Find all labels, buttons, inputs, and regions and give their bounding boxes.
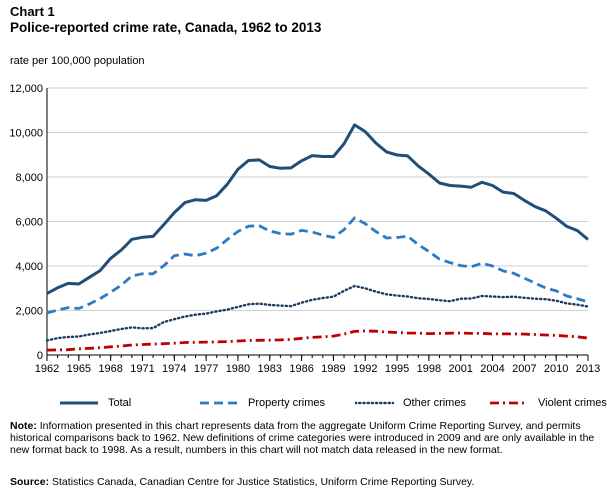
- grid-lines: [47, 87, 588, 311]
- x-tick-label: 1962: [35, 363, 59, 375]
- x-tick-label: 1995: [385, 363, 409, 375]
- x-tick-label: 1971: [130, 363, 154, 375]
- x-tick-label: 1974: [162, 363, 186, 375]
- y-tick-labels: 0 2,000 4,000 6,000 8,000 10,000 12,000: [9, 83, 43, 362]
- chart-note: Note: Information presented in this char…: [10, 420, 595, 456]
- y-tick-label: 4,000: [15, 261, 43, 273]
- x-tick-label: 1992: [353, 363, 377, 375]
- note-label: Note:: [10, 420, 37, 432]
- legend-swatch: [355, 401, 395, 405]
- x-tick-label: 1986: [289, 363, 313, 375]
- note-text: Information presented in this chart repr…: [10, 420, 595, 456]
- chart-title: Police-reported crime rate, Canada, 1962…: [10, 20, 322, 35]
- x-tick-label: 1989: [321, 363, 345, 375]
- y-axis-label: rate per 100,000 population: [10, 55, 145, 67]
- y-tick-label: 10,000: [9, 128, 43, 140]
- x-tick-label: 2001: [448, 363, 472, 375]
- x-tick-label: 1965: [67, 363, 91, 375]
- legend-swatch: [200, 401, 238, 405]
- x-tick-label: 1983: [258, 363, 282, 375]
- legend-label: Other crimes: [403, 397, 466, 409]
- legend-swatch: [60, 401, 98, 405]
- legend-label: Property crimes: [248, 397, 326, 409]
- legend-swatch: [490, 401, 528, 405]
- x-tick-label: 1998: [417, 363, 441, 375]
- x-tick-label: 2013: [576, 363, 600, 375]
- legend-label: Total: [108, 397, 132, 409]
- series-line-violent-crimes: [46, 329, 589, 352]
- x-tick-label: 2010: [544, 363, 568, 375]
- y-tick-label: 2,000: [15, 306, 43, 318]
- series-line-total: [46, 123, 589, 295]
- chart-label: Chart 1: [10, 4, 55, 19]
- series-line-property-crimes: [46, 216, 589, 315]
- x-tick-label: 2007: [512, 363, 536, 375]
- series-line-other-crimes: [45, 284, 590, 342]
- source-text: Statistics Canada, Canadian Centre for J…: [49, 476, 475, 488]
- y-tick-label: 12,000: [9, 83, 43, 95]
- y-tick-label: 0: [37, 350, 43, 362]
- y-tick-label: 8,000: [15, 172, 43, 184]
- source-label: Source:: [10, 476, 50, 488]
- x-tick-label: 2004: [480, 363, 504, 375]
- x-tick-labels: 1962 1965 1968 1971 1974 1977 1980 1983 1986 1989…: [35, 363, 600, 375]
- x-tick-label: 1980: [226, 363, 250, 375]
- axes: [46, 88, 589, 361]
- series-lines: [45, 123, 590, 352]
- chart-source: Source: Statistics Canada, Canadian Cent…: [10, 476, 595, 488]
- x-tick-label: 1977: [194, 363, 218, 375]
- x-tick-label: 1968: [98, 363, 122, 375]
- legend-label: Violent crimes: [538, 397, 607, 409]
- legend: Total Property crimes Other crimes Violent …: [0, 394, 607, 414]
- y-tick-label: 6,000: [15, 217, 43, 229]
